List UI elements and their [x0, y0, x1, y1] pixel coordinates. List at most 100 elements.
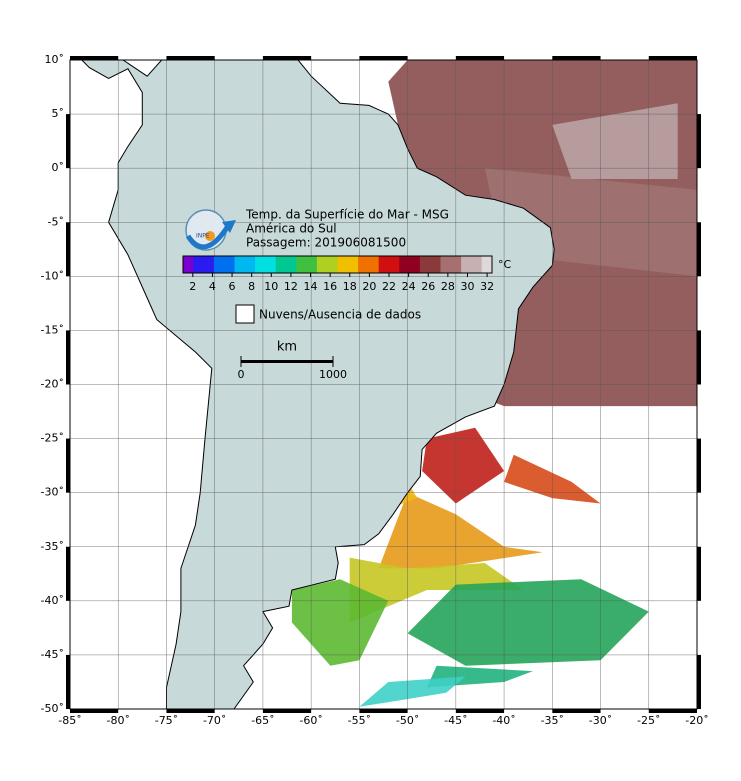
frame-segment: [359, 56, 408, 60]
frame-segment: [70, 709, 119, 713]
colorbar-cell: [327, 256, 333, 273]
lat-tick-label: -45˚: [41, 648, 64, 661]
colorbar-tick-label: 12: [284, 280, 298, 293]
colorbar-tick-label: 32: [480, 280, 494, 293]
lon-tick-label: -55˚: [348, 714, 371, 727]
lat-tick-label: -30˚: [41, 486, 64, 499]
frame-segment: [697, 330, 701, 385]
frame-segment: [166, 56, 215, 60]
title-line: América do Sul: [246, 222, 337, 236]
sst-patch: [552, 103, 678, 179]
colorbar-tick-label: 22: [382, 280, 396, 293]
colorbar-cell: [219, 256, 225, 273]
lon-tick-label: -25˚: [637, 714, 660, 727]
colorbar-cell: [234, 256, 241, 273]
colorbar-cell: [373, 256, 380, 273]
colorbar-cell: [275, 256, 282, 273]
colorbar-cell: [450, 256, 457, 273]
frame-segment: [262, 56, 312, 60]
colorbar-cell: [183, 256, 189, 273]
colorbar-cell: [198, 256, 205, 273]
frame-segment: [697, 546, 701, 601]
colorbar-unit: °C: [498, 258, 512, 271]
title-line: Temp. da Superfície do Mar - MSG: [245, 208, 449, 222]
colorbar-tick-label: 24: [402, 280, 416, 293]
colorbar-cell: [322, 256, 328, 273]
lon-tick-label: -60˚: [299, 714, 322, 727]
colorbar-cell: [352, 256, 359, 273]
colorbar-tick-label: 20: [362, 280, 376, 293]
lat-tick-label: -5˚: [48, 215, 64, 228]
frame-segment: [455, 56, 505, 60]
colorbar-tick-label: 18: [343, 280, 357, 293]
colorbar-cell: [347, 256, 354, 273]
colorbar-cell: [399, 256, 405, 273]
frame: [66, 56, 701, 713]
colorbar-cell: [224, 256, 230, 273]
colorbar-cell: [188, 256, 194, 273]
scale-label: 0: [238, 368, 245, 381]
lon-tick-label: -85˚: [58, 714, 81, 727]
sst-patch: [349, 557, 524, 623]
lon-tick-label: -40˚: [492, 714, 515, 727]
colorbar-tick-label: 4: [209, 280, 216, 293]
colorbar-tick-label: 14: [304, 280, 318, 293]
colorbar-cell: [378, 256, 385, 273]
colorbar-cell: [358, 256, 364, 273]
lon-tick-label: -65˚: [251, 714, 274, 727]
colorbar-tick-label: 8: [248, 280, 255, 293]
colorbar-cell: [203, 256, 210, 273]
colorbar-cell: [270, 256, 277, 273]
colorbar-cell: [311, 256, 318, 273]
sst-patch: [378, 492, 543, 569]
colorbar-cell: [342, 256, 349, 273]
frame-segment: [552, 709, 601, 713]
colorbar-tick-label: 10: [264, 280, 278, 293]
colorbar-cell: [286, 256, 292, 273]
colorbar-cell: [296, 256, 302, 273]
lon-tick-label: -45˚: [444, 714, 467, 727]
colorbar-cell: [280, 256, 287, 273]
colorbar: 2 4 6 8 10 12 14 16 18 20 22 24 26 28 30 32: [182, 255, 494, 293]
lat-tick-label: -15˚: [41, 323, 64, 336]
scale-label: 1000: [319, 368, 347, 381]
colorbar-cell: [332, 256, 338, 273]
scale-unit: km: [277, 340, 297, 355]
logo: INPE: [185, 209, 236, 251]
frame-segment: [66, 438, 70, 493]
colorbar-cell: [486, 256, 493, 273]
lat-tick-label: 10˚: [45, 53, 65, 66]
lat-tick-label: -20˚: [41, 378, 64, 391]
frame-segment: [697, 114, 701, 169]
logo-text: INPE: [196, 233, 210, 240]
lat-tick-label: -50˚: [41, 702, 64, 715]
lon-tick-label: -35˚: [541, 714, 564, 727]
colorbar-cell: [255, 256, 261, 273]
frame-segment: [66, 546, 70, 601]
sst-patch: [422, 427, 505, 504]
colorbar-tick-label: 28: [441, 280, 455, 293]
colorbar-cell: [383, 256, 390, 273]
colorbar-cell: [394, 256, 400, 273]
frame-segment: [66, 654, 70, 709]
frame-segment: [648, 709, 697, 713]
colorbar-cell: [301, 256, 308, 273]
lon-tick-label: -20˚: [685, 714, 708, 727]
scale-bar-line: [241, 360, 333, 363]
sst-patch: [359, 676, 466, 707]
colorbar-tick-label: 26: [421, 280, 435, 293]
colorbar-cell: [481, 256, 488, 273]
lat-tick-label: 0˚: [52, 161, 65, 174]
colorbar-cell: [455, 256, 462, 273]
lat-tick-label: -25˚: [41, 432, 64, 445]
colorbar-cell: [425, 256, 431, 273]
lon-tick-label: -80˚: [106, 714, 129, 727]
colorbar-cell: [260, 256, 266, 273]
colorbar-cell: [229, 256, 235, 273]
lat-tick-label: -35˚: [41, 540, 64, 553]
colorbar-cell: [389, 256, 395, 273]
colorbar-tick-label: 2: [189, 280, 196, 293]
colorbar-cell: [368, 256, 375, 273]
colorbar-cell: [291, 256, 297, 273]
frame-segment: [648, 56, 697, 60]
